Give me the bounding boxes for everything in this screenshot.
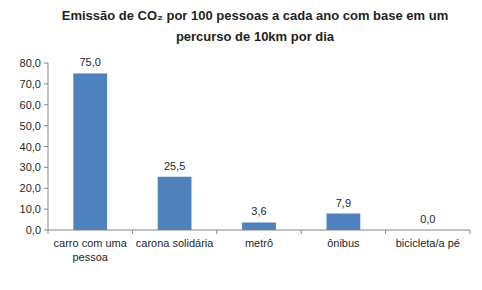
x-tick [132,230,133,234]
y-tick [44,104,48,105]
data-label: 3,6 [251,205,266,217]
y-tick [44,146,48,147]
category-label: metrô [245,237,273,249]
x-tick [385,230,386,234]
y-tick [44,230,48,231]
y-tick [44,83,48,84]
y-tick [44,188,48,189]
y-tick-label: 40,0 [20,141,41,153]
y-axis [48,63,49,230]
x-tick [48,230,49,234]
data-label: 0,0 [420,213,435,225]
data-label: 25,5 [164,160,185,172]
chart-container: Emissão de CO₂ por 100 pessoas a cada an… [0,0,482,290]
bar [327,214,361,230]
y-tick-label: 70,0 [20,78,41,90]
category-label: bicicleta/a pé [396,237,460,249]
y-tick-label: 0,0 [26,224,41,236]
bars [73,73,360,230]
y-tick [44,63,48,64]
x-tick [470,230,471,234]
y-tick-label: 50,0 [20,120,41,132]
y-tick-label: 30,0 [20,161,41,173]
data-label: 7,9 [336,197,351,209]
category-label: ônibus [327,237,360,249]
y-tick [44,209,48,210]
chart-svg: Emissão de CO₂ por 100 pessoas a cada an… [0,0,482,290]
bar [411,230,445,231]
category-label: carona solidária [136,237,215,249]
y-tick-label: 20,0 [20,182,41,194]
data-label: 75,0 [79,56,100,68]
y-tick [44,167,48,168]
bar [73,73,107,230]
x-tick [301,230,302,234]
y-tick-label: 80,0 [20,57,41,69]
x-tick [216,230,217,234]
bar [158,177,192,230]
y-tick [44,125,48,126]
chart-title: Emissão de CO₂ por 100 pessoas a cada an… [62,8,449,44]
y-tick-label: 60,0 [20,99,41,111]
bar [242,222,276,230]
category-label: carro com umapessoa [54,237,128,263]
y-tick-label: 10,0 [20,203,41,215]
